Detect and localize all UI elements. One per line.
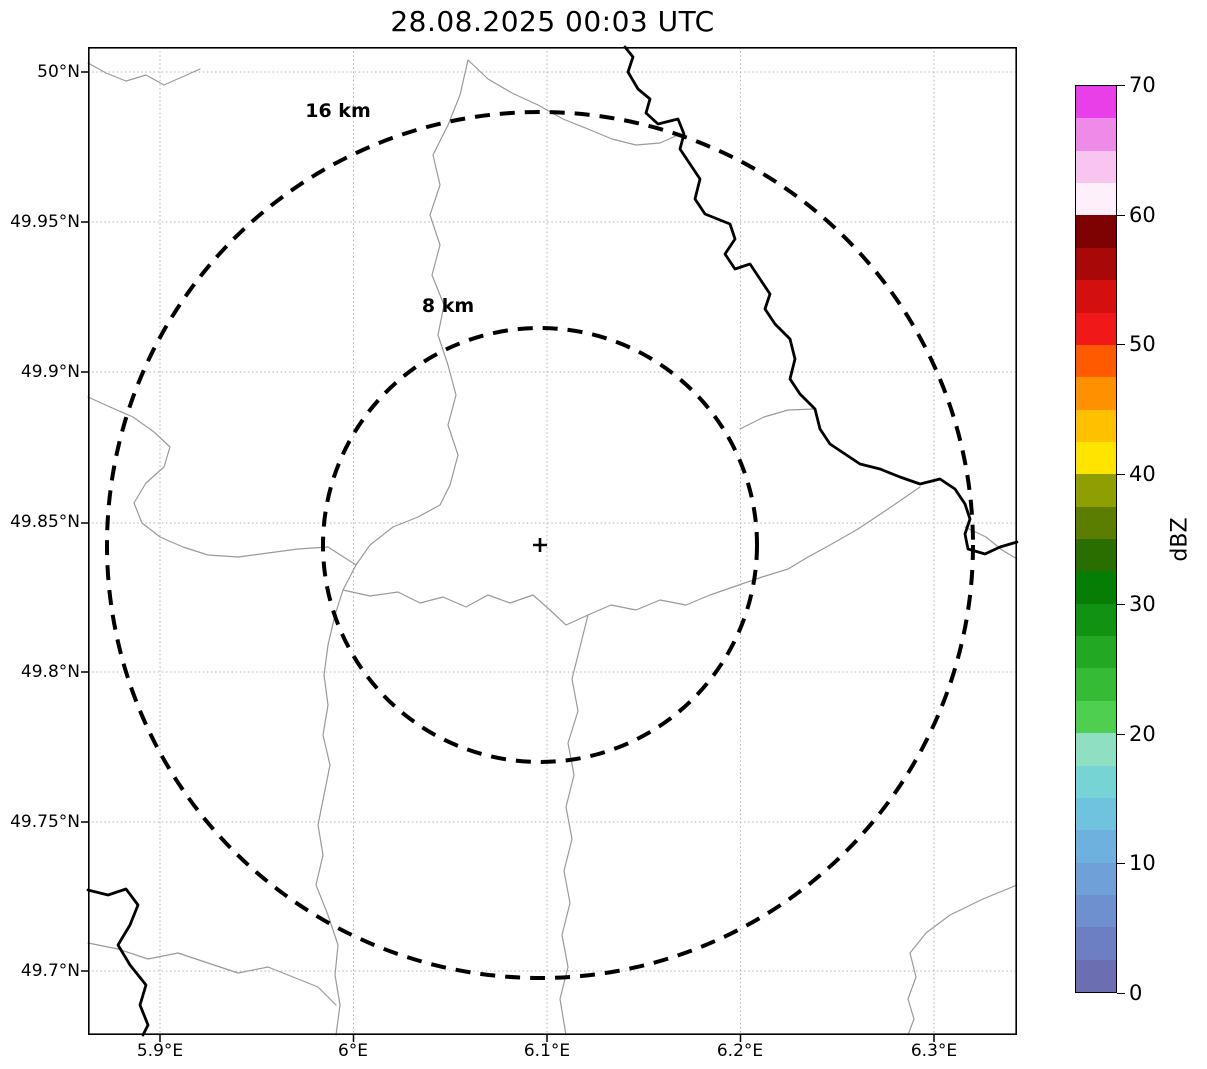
- colorbar-segment: [1076, 474, 1116, 507]
- colorbar-tick-label: 60: [1129, 202, 1156, 227]
- colorbar-tick-label: 30: [1129, 591, 1156, 616]
- range-ring-16km: [105, 110, 975, 980]
- colorbar-segment: [1076, 86, 1116, 119]
- x-tick-label: 6°E: [337, 1041, 369, 1061]
- colorbar-ticks: 0 10 20 30 40 50 60 70: [1117, 73, 1187, 1005]
- x-tick-label: 6.2°E: [716, 1041, 764, 1061]
- colorbar-segment: [1076, 215, 1116, 248]
- colorbar-segment: [1076, 797, 1116, 831]
- colorbar-segment: [1076, 894, 1116, 928]
- colorbar-tick-mark: [1117, 344, 1125, 346]
- colorbar-tick-label: 20: [1129, 721, 1156, 746]
- x-tick-label: 5.9°E: [136, 1041, 184, 1061]
- colorbar-segment: [1076, 959, 1116, 993]
- colorbar-segment: [1076, 118, 1116, 151]
- y-tick-label: 49.75°N: [10, 812, 80, 832]
- plot-border: [88, 47, 1018, 1036]
- colorbar-segment: [1076, 862, 1116, 895]
- colorbar-tick-mark: [1117, 863, 1125, 865]
- range-rings: [105, 110, 975, 980]
- colorbar-tick-mark: [1117, 733, 1125, 735]
- colorbar-segment: [1076, 506, 1116, 540]
- colorbar-segment: [1076, 409, 1116, 442]
- colorbar-segment: [1076, 280, 1116, 313]
- colorbar-tick-label: 70: [1129, 73, 1156, 97]
- colorbar-segment: [1076, 636, 1116, 669]
- ring-label-16km: 16 km: [305, 100, 371, 122]
- colorbar-segment: [1076, 539, 1116, 572]
- y-tick-label: 49.95°N: [10, 212, 80, 232]
- colorbar-segment: [1076, 377, 1116, 410]
- colorbar-label-wrap: dBZ: [1160, 85, 1200, 993]
- axis-tick-marks: [81, 71, 935, 1042]
- river-line-southwest: [86, 887, 150, 1037]
- colorbar-tick-mark: [1117, 214, 1125, 216]
- y-tick-label: 49.9°N: [20, 362, 80, 382]
- colorbar-tick-label: 40: [1129, 462, 1156, 487]
- colorbar-segment: [1076, 733, 1116, 766]
- colorbar-segment: [1076, 441, 1116, 475]
- x-tick-label: 6.3°E: [910, 1041, 958, 1061]
- colorbar-segment: [1076, 700, 1116, 734]
- ring-label-8km: 8 km: [422, 295, 474, 317]
- range-ring-8km: [321, 326, 759, 764]
- colorbar-segment: [1076, 247, 1116, 281]
- colorbar-tick-label: 10: [1129, 851, 1156, 876]
- colorbar-segment: [1076, 668, 1116, 701]
- y-tick-label: 49.85°N: [10, 512, 80, 532]
- colorbar-gradient: [1075, 85, 1117, 993]
- colorbar-segment: [1076, 765, 1116, 798]
- colorbar-tick-label: 50: [1129, 332, 1156, 357]
- graticule-grid: [88, 47, 1017, 1035]
- colorbar-segment: [1076, 312, 1116, 345]
- y-tick-label: 49.7°N: [20, 961, 80, 981]
- colorbar-tick-mark: [1117, 474, 1125, 476]
- colorbar-segment: [1076, 150, 1116, 184]
- y-tick-label: 49.8°N: [20, 662, 80, 682]
- plot-title: 28.08.2025 00:03 UTC: [390, 5, 715, 38]
- x-tick-label: 6.1°E: [523, 1041, 571, 1061]
- boundary-lines: [87, 59, 1018, 1036]
- y-tick-label: 50°N: [37, 62, 80, 82]
- colorbar-tick-mark: [1117, 603, 1125, 605]
- colorbar-segment: [1076, 927, 1116, 960]
- radar-center-marker: [533, 538, 547, 552]
- colorbar-unit-label: dBZ: [1167, 516, 1193, 562]
- colorbar-segment: [1076, 830, 1116, 863]
- map-plot-area: 16 km 8 km: [81, 45, 1019, 1042]
- river-line-east: [623, 45, 1019, 556]
- colorbar-segment: [1076, 344, 1116, 378]
- colorbar-tick-mark: [1117, 993, 1125, 994]
- colorbar-tick-label: 0: [1129, 981, 1143, 1005]
- colorbar-segment: [1076, 603, 1116, 637]
- colorbar-tick-mark: [1117, 85, 1125, 86]
- colorbar-segment: [1076, 571, 1116, 604]
- colorbar-segment: [1076, 183, 1116, 216]
- river-lines: [86, 45, 1019, 1037]
